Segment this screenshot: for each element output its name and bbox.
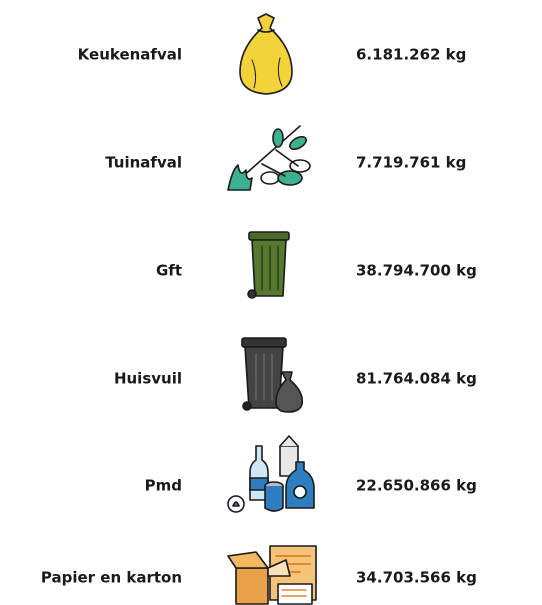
icon-pmd	[228, 436, 314, 512]
waste-list: Keukenafval 6.181.262 kg Tuinafval 7.719.76…	[0, 0, 542, 605]
row-label: Papier en karton	[41, 569, 182, 587]
row-amount: 22.650.866 kg	[356, 477, 477, 495]
icon-household-bin	[242, 338, 302, 412]
row-amount: 34.703.566 kg	[356, 569, 477, 587]
icon-paper	[228, 546, 316, 604]
row-label: Keukenafval	[78, 46, 182, 64]
icon-garden-waste	[228, 126, 310, 190]
row-label: Huisvuil	[114, 370, 182, 388]
row-amount: 6.181.262 kg	[356, 46, 466, 64]
row-amount: 38.794.700 kg	[356, 262, 477, 280]
row-amount: 7.719.761 kg	[356, 154, 466, 172]
row-label: Gft	[156, 262, 182, 280]
row-label: Tuinafval	[105, 154, 182, 172]
icon-kitchen-waste	[240, 14, 292, 94]
row-amount: 81.764.084 kg	[356, 370, 477, 388]
icon-gft-bin	[248, 232, 289, 298]
row-label: Pmd	[145, 477, 182, 495]
